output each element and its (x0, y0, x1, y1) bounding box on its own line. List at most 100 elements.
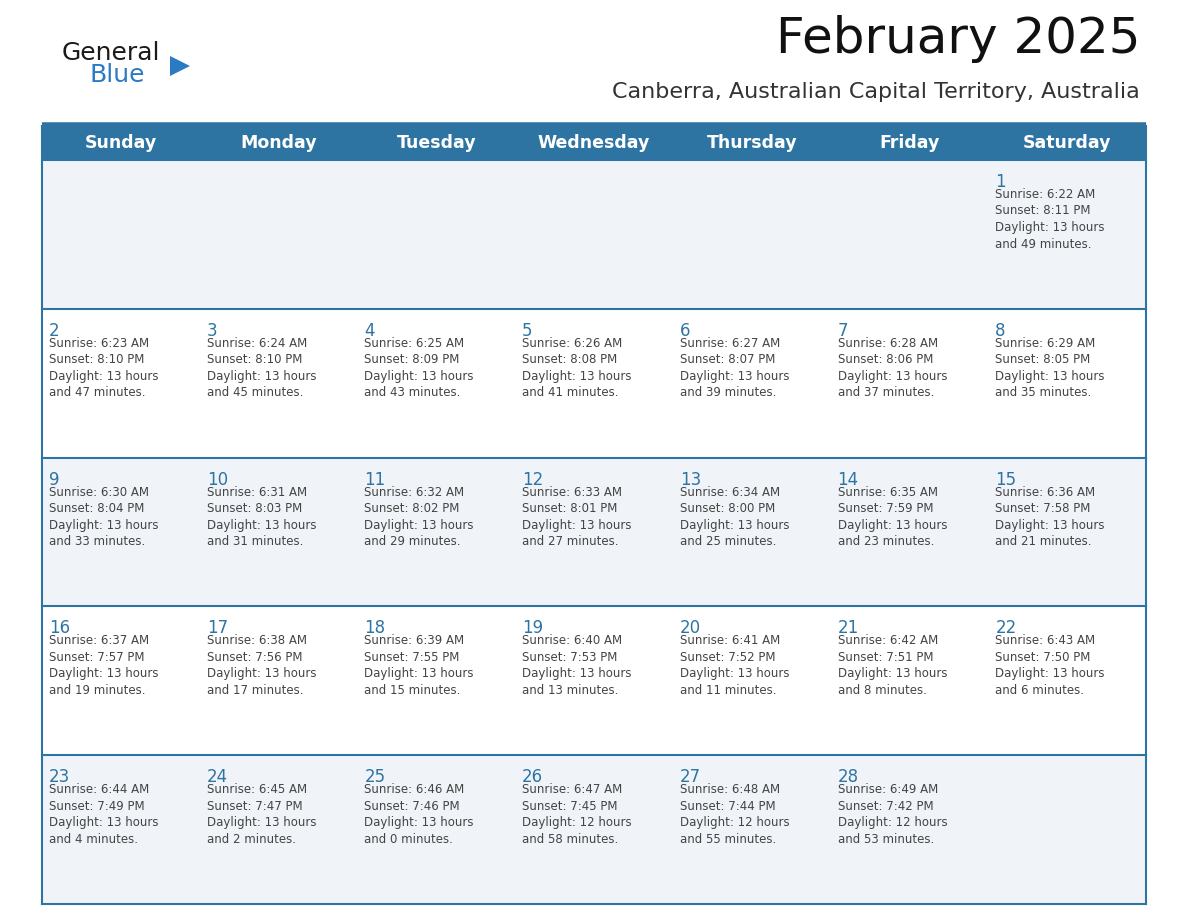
Text: Daylight: 13 hours: Daylight: 13 hours (523, 667, 632, 680)
Text: Sunset: 7:56 PM: Sunset: 7:56 PM (207, 651, 302, 664)
Text: 10: 10 (207, 471, 228, 488)
Text: Sunset: 8:00 PM: Sunset: 8:00 PM (680, 502, 775, 515)
Text: and 53 minutes.: and 53 minutes. (838, 833, 934, 845)
Text: Daylight: 12 hours: Daylight: 12 hours (680, 816, 790, 829)
Text: Sunrise: 6:41 AM: Sunrise: 6:41 AM (680, 634, 781, 647)
Polygon shape (170, 56, 190, 76)
Text: Sunset: 8:08 PM: Sunset: 8:08 PM (523, 353, 618, 366)
Text: 23: 23 (49, 768, 70, 786)
Text: Sunset: 8:10 PM: Sunset: 8:10 PM (49, 353, 145, 366)
Text: Sunset: 7:52 PM: Sunset: 7:52 PM (680, 651, 776, 664)
Text: Daylight: 13 hours: Daylight: 13 hours (838, 519, 947, 532)
Text: Sunset: 7:42 PM: Sunset: 7:42 PM (838, 800, 934, 812)
Text: Daylight: 13 hours: Daylight: 13 hours (523, 370, 632, 383)
Text: Monday: Monday (240, 134, 317, 152)
Text: Sunrise: 6:37 AM: Sunrise: 6:37 AM (49, 634, 150, 647)
Text: Sunrise: 6:32 AM: Sunrise: 6:32 AM (365, 486, 465, 498)
Text: 28: 28 (838, 768, 859, 786)
Text: Sunrise: 6:42 AM: Sunrise: 6:42 AM (838, 634, 937, 647)
Text: Sunrise: 6:23 AM: Sunrise: 6:23 AM (49, 337, 150, 350)
Text: Sunset: 8:11 PM: Sunset: 8:11 PM (996, 205, 1091, 218)
Text: and 55 minutes.: and 55 minutes. (680, 833, 776, 845)
Text: Daylight: 13 hours: Daylight: 13 hours (49, 519, 158, 532)
Text: Sunrise: 6:31 AM: Sunrise: 6:31 AM (207, 486, 307, 498)
Text: Daylight: 13 hours: Daylight: 13 hours (207, 370, 316, 383)
Text: Sunset: 7:53 PM: Sunset: 7:53 PM (523, 651, 618, 664)
Text: 5: 5 (523, 322, 532, 340)
Text: Sunset: 7:51 PM: Sunset: 7:51 PM (838, 651, 933, 664)
Text: 25: 25 (365, 768, 386, 786)
Text: and 31 minutes.: and 31 minutes. (207, 535, 303, 548)
Text: Daylight: 13 hours: Daylight: 13 hours (207, 667, 316, 680)
Text: Daylight: 13 hours: Daylight: 13 hours (680, 370, 789, 383)
Text: and 35 minutes.: and 35 minutes. (996, 386, 1092, 399)
Text: Sunrise: 6:24 AM: Sunrise: 6:24 AM (207, 337, 307, 350)
Text: Sunset: 7:57 PM: Sunset: 7:57 PM (49, 651, 145, 664)
Text: Sunrise: 6:48 AM: Sunrise: 6:48 AM (680, 783, 781, 796)
Text: and 2 minutes.: and 2 minutes. (207, 833, 296, 845)
Text: Daylight: 13 hours: Daylight: 13 hours (49, 816, 158, 829)
Text: Thursday: Thursday (707, 134, 797, 152)
Text: and 19 minutes.: and 19 minutes. (49, 684, 145, 697)
Text: Sunrise: 6:26 AM: Sunrise: 6:26 AM (523, 337, 623, 350)
Text: 9: 9 (49, 471, 59, 488)
Text: and 21 minutes.: and 21 minutes. (996, 535, 1092, 548)
Text: Sunrise: 6:30 AM: Sunrise: 6:30 AM (49, 486, 148, 498)
Text: Sunset: 7:47 PM: Sunset: 7:47 PM (207, 800, 302, 812)
Text: and 33 minutes.: and 33 minutes. (49, 535, 145, 548)
Text: 8: 8 (996, 322, 1006, 340)
Text: Sunrise: 6:45 AM: Sunrise: 6:45 AM (207, 783, 307, 796)
Text: Sunset: 8:05 PM: Sunset: 8:05 PM (996, 353, 1091, 366)
Text: Daylight: 13 hours: Daylight: 13 hours (996, 221, 1105, 234)
Text: Sunset: 8:04 PM: Sunset: 8:04 PM (49, 502, 145, 515)
Text: and 47 minutes.: and 47 minutes. (49, 386, 145, 399)
Text: 26: 26 (523, 768, 543, 786)
Text: Sunrise: 6:39 AM: Sunrise: 6:39 AM (365, 634, 465, 647)
Text: Sunset: 8:09 PM: Sunset: 8:09 PM (365, 353, 460, 366)
Text: 12: 12 (523, 471, 543, 488)
Text: Daylight: 13 hours: Daylight: 13 hours (365, 370, 474, 383)
Text: Daylight: 13 hours: Daylight: 13 hours (207, 816, 316, 829)
Text: Sunrise: 6:25 AM: Sunrise: 6:25 AM (365, 337, 465, 350)
Text: Daylight: 13 hours: Daylight: 13 hours (365, 667, 474, 680)
Text: and 43 minutes.: and 43 minutes. (365, 386, 461, 399)
Text: Daylight: 12 hours: Daylight: 12 hours (523, 816, 632, 829)
Text: 19: 19 (523, 620, 543, 637)
Text: Blue: Blue (90, 63, 145, 87)
Text: 1: 1 (996, 173, 1006, 191)
Text: Sunset: 7:49 PM: Sunset: 7:49 PM (49, 800, 145, 812)
Text: Sunrise: 6:28 AM: Sunrise: 6:28 AM (838, 337, 937, 350)
Text: and 39 minutes.: and 39 minutes. (680, 386, 776, 399)
Text: and 29 minutes.: and 29 minutes. (365, 535, 461, 548)
Text: Daylight: 13 hours: Daylight: 13 hours (523, 519, 632, 532)
Text: Daylight: 13 hours: Daylight: 13 hours (838, 370, 947, 383)
Text: General: General (62, 41, 160, 65)
Bar (42, 756, 1146, 904)
Text: Daylight: 13 hours: Daylight: 13 hours (996, 519, 1105, 532)
Text: Sunrise: 6:34 AM: Sunrise: 6:34 AM (680, 486, 781, 498)
Text: 3: 3 (207, 322, 217, 340)
Text: Daylight: 13 hours: Daylight: 13 hours (680, 519, 789, 532)
Text: Sunrise: 6:44 AM: Sunrise: 6:44 AM (49, 783, 150, 796)
Text: and 37 minutes.: and 37 minutes. (838, 386, 934, 399)
Text: Sunrise: 6:43 AM: Sunrise: 6:43 AM (996, 634, 1095, 647)
Text: Sunrise: 6:49 AM: Sunrise: 6:49 AM (838, 783, 937, 796)
Text: 6: 6 (680, 322, 690, 340)
Text: and 4 minutes.: and 4 minutes. (49, 833, 138, 845)
Text: 13: 13 (680, 471, 701, 488)
Text: and 25 minutes.: and 25 minutes. (680, 535, 776, 548)
Text: 4: 4 (365, 322, 375, 340)
Text: Sunrise: 6:33 AM: Sunrise: 6:33 AM (523, 486, 623, 498)
Text: Daylight: 13 hours: Daylight: 13 hours (838, 667, 947, 680)
Text: Sunrise: 6:27 AM: Sunrise: 6:27 AM (680, 337, 781, 350)
Text: and 15 minutes.: and 15 minutes. (365, 684, 461, 697)
Text: 20: 20 (680, 620, 701, 637)
Text: Daylight: 13 hours: Daylight: 13 hours (365, 816, 474, 829)
Text: Daylight: 13 hours: Daylight: 13 hours (365, 519, 474, 532)
Text: and 13 minutes.: and 13 minutes. (523, 684, 619, 697)
Text: Sunrise: 6:47 AM: Sunrise: 6:47 AM (523, 783, 623, 796)
Text: and 58 minutes.: and 58 minutes. (523, 833, 619, 845)
Text: Sunset: 7:46 PM: Sunset: 7:46 PM (365, 800, 460, 812)
Text: Sunset: 8:06 PM: Sunset: 8:06 PM (838, 353, 933, 366)
Text: February 2025: February 2025 (776, 15, 1140, 63)
